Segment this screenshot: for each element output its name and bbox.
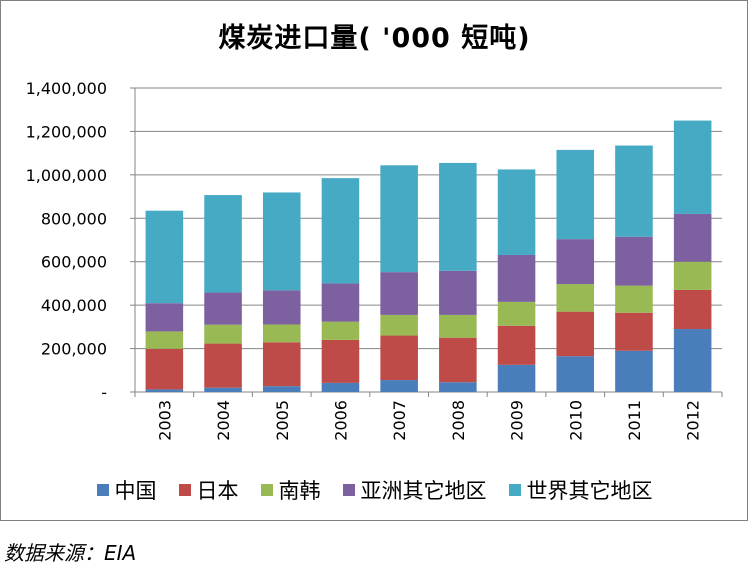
bar-segment bbox=[145, 348, 184, 390]
bar-segment bbox=[497, 301, 536, 326]
bar-segment bbox=[145, 210, 184, 304]
bar-segment bbox=[380, 335, 418, 381]
y-tick-label: 1,200,000 bbox=[26, 122, 107, 141]
y-tick-label: 1,000,000 bbox=[26, 166, 107, 185]
bar-segment bbox=[615, 236, 653, 286]
legend-item: 日本 bbox=[178, 475, 239, 505]
bar-segment bbox=[204, 387, 242, 392]
bar-segment bbox=[380, 380, 418, 392]
legend-label: 日本 bbox=[196, 479, 239, 503]
legend-swatch bbox=[178, 484, 191, 496]
y-tick-label: 400,000 bbox=[41, 296, 107, 315]
bar-segment bbox=[145, 389, 184, 392]
x-tick-label: 2008 bbox=[449, 400, 468, 441]
bar-segment bbox=[615, 312, 653, 351]
bar-segment bbox=[321, 178, 360, 284]
bar-segment bbox=[673, 120, 712, 214]
bar-segment bbox=[439, 162, 477, 271]
bar-segment bbox=[380, 165, 418, 273]
bar-segment bbox=[615, 145, 653, 237]
bar-segment bbox=[439, 270, 477, 315]
bar-segment bbox=[439, 314, 477, 338]
bar-segment bbox=[673, 261, 712, 290]
legend-label: 世界其它地区 bbox=[526, 479, 653, 503]
bar-segment bbox=[615, 350, 653, 392]
chart-legend: 中国 日本 南韩 亚洲其它地区 世界其它地区 bbox=[0, 475, 749, 505]
legend-item: 南韩 bbox=[260, 475, 321, 505]
bar-segment bbox=[380, 314, 418, 336]
x-tick-label: 2007 bbox=[390, 400, 409, 441]
x-tick-label: 2005 bbox=[273, 400, 292, 441]
legend-item: 中国 bbox=[96, 475, 157, 505]
bar-segment bbox=[497, 325, 536, 365]
bar-segment bbox=[321, 382, 360, 392]
bar-segment bbox=[204, 195, 242, 293]
bar-segment bbox=[321, 283, 360, 322]
legend-item: 世界其它地区 bbox=[508, 475, 653, 505]
legend-label: 南韩 bbox=[278, 479, 321, 503]
chart-title: 煤炭进口量( '000 短吨) bbox=[218, 23, 531, 54]
bar-segment bbox=[262, 386, 301, 392]
legend-label: 亚洲其它地区 bbox=[360, 479, 487, 503]
legend-swatch bbox=[342, 484, 355, 496]
bar-segment bbox=[204, 292, 242, 325]
legend-label: 中国 bbox=[114, 479, 157, 503]
y-tick-label: 600,000 bbox=[41, 253, 107, 272]
bar-segment bbox=[262, 324, 301, 343]
legend-swatch bbox=[96, 484, 109, 496]
bar-segment bbox=[556, 311, 595, 357]
y-tick-label: 200,000 bbox=[41, 340, 107, 359]
bar-segment bbox=[673, 213, 712, 262]
bar-segment bbox=[497, 169, 536, 255]
bar-segment bbox=[204, 324, 242, 344]
x-tick-label: 2012 bbox=[684, 400, 703, 441]
source-note: 数据来源：EIA bbox=[4, 541, 137, 565]
bar-segment bbox=[556, 284, 595, 312]
x-tick-label: 2011 bbox=[625, 400, 644, 441]
bar-segment bbox=[556, 239, 595, 285]
y-tick-label: - bbox=[101, 383, 107, 402]
x-tick-label: 2010 bbox=[566, 400, 585, 441]
bar-segment bbox=[380, 272, 418, 315]
x-tick-label: 2006 bbox=[331, 400, 350, 441]
chart-plot: - 200,000 400,000 600,000 800,000 1,000,000 1,… bbox=[26, 79, 723, 441]
y-tick-label: 1,400,000 bbox=[26, 79, 107, 98]
bar-segment bbox=[673, 289, 712, 330]
bar-segment bbox=[497, 364, 536, 392]
bar-segment bbox=[204, 343, 242, 388]
bar-segment bbox=[321, 321, 360, 340]
bar-segment bbox=[145, 331, 184, 349]
x-tick-label: 2004 bbox=[214, 400, 233, 441]
bar-segment bbox=[262, 192, 301, 291]
x-tick-label: 2003 bbox=[155, 400, 174, 441]
bar-segment bbox=[556, 149, 595, 240]
x-tick-label: 2009 bbox=[508, 400, 527, 441]
bar-segment bbox=[615, 285, 653, 313]
bar-segment bbox=[439, 337, 477, 383]
bar-segment bbox=[556, 356, 595, 392]
legend-item: 亚洲其它地区 bbox=[342, 475, 487, 505]
y-tick-label: 800,000 bbox=[41, 209, 107, 228]
legend-swatch bbox=[508, 484, 521, 496]
bar-segment bbox=[439, 382, 477, 392]
bar-segment bbox=[262, 290, 301, 325]
bar-segment bbox=[673, 329, 712, 392]
bar-segment bbox=[321, 339, 360, 383]
bar-segment bbox=[145, 303, 184, 332]
legend-swatch bbox=[260, 484, 273, 496]
bar-segment bbox=[262, 342, 301, 387]
bar-segment bbox=[497, 254, 536, 302]
